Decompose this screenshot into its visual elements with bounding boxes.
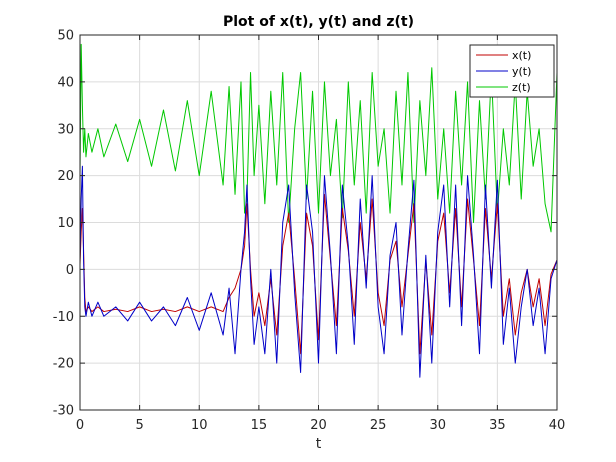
y-axis-ticks: -30 -20 -10 0 10 20 30 40 50 (53, 29, 557, 419)
y-tick-label: -30 (53, 404, 74, 419)
legend-label: x(t) (512, 49, 531, 62)
x-tick-label: 0 (76, 418, 84, 433)
x-tick-label: 30 (429, 418, 446, 433)
series-line-xt (79, 193, 558, 355)
y-tick-label: 40 (57, 75, 74, 90)
x-axis-title: t (316, 436, 322, 452)
x-tick-label: 20 (310, 418, 327, 433)
y-tick-label: 30 (57, 122, 74, 137)
x-tick-label: 25 (370, 418, 387, 433)
x-tick-label: 40 (549, 418, 566, 433)
x-tick-label: 10 (191, 418, 208, 433)
legend: x(t) y(t) z(t) (469, 44, 555, 98)
series-line-zt (79, 43, 558, 233)
x-tick-label: 5 (135, 418, 143, 433)
x-tick-label: 35 (489, 418, 506, 433)
x-axis-ticks: 0 5 10 15 20 25 30 35 40 (76, 35, 565, 433)
y-tick-label: 20 (57, 169, 74, 184)
y-tick-label: -10 (53, 310, 74, 325)
chart-title: Plot of x(t), y(t) and z(t) (223, 14, 414, 30)
y-tick-label: -20 (53, 357, 74, 372)
series-layer (79, 43, 558, 378)
x-tick-label: 15 (251, 418, 268, 433)
legend-label: y(t) (512, 65, 531, 78)
y-tick-label: 50 (57, 29, 74, 44)
series-line-yt (79, 165, 558, 378)
y-tick-label: 10 (57, 216, 74, 231)
y-tick-label: 0 (66, 263, 74, 278)
legend-label: z(t) (512, 81, 531, 94)
